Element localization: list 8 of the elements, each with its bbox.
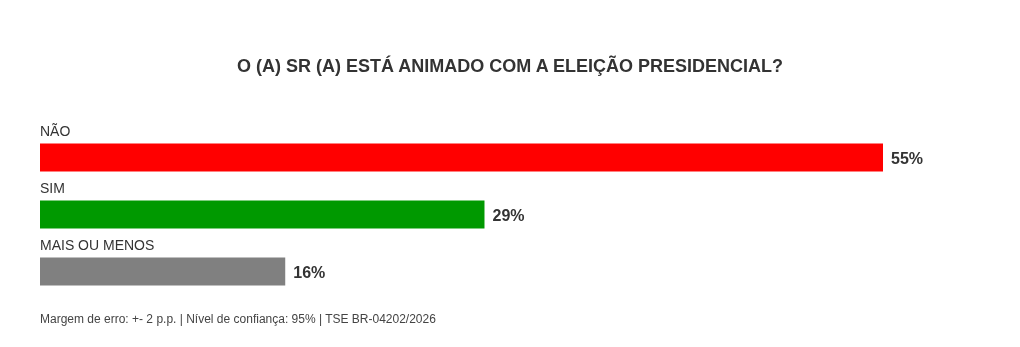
data-label: 29% bbox=[492, 206, 525, 224]
chart-title: O (A) SR (A) ESTÁ ANIMADO COM A ELEIÇÃO PRESIDENCIAL? bbox=[236, 56, 784, 77]
text: Margem de erro: +- 2 p.p. | Nível de confiança: 95% | TSE BR-04202/2026 bbox=[40, 312, 436, 326]
y-tick-label: SIM bbox=[40, 179, 65, 196]
y-tick-label: MAIS OU MENOS bbox=[40, 236, 155, 253]
data-label: 55% bbox=[891, 149, 924, 167]
data-label: 16% bbox=[293, 263, 326, 281]
y-tick-label: NÃO bbox=[40, 122, 71, 139]
